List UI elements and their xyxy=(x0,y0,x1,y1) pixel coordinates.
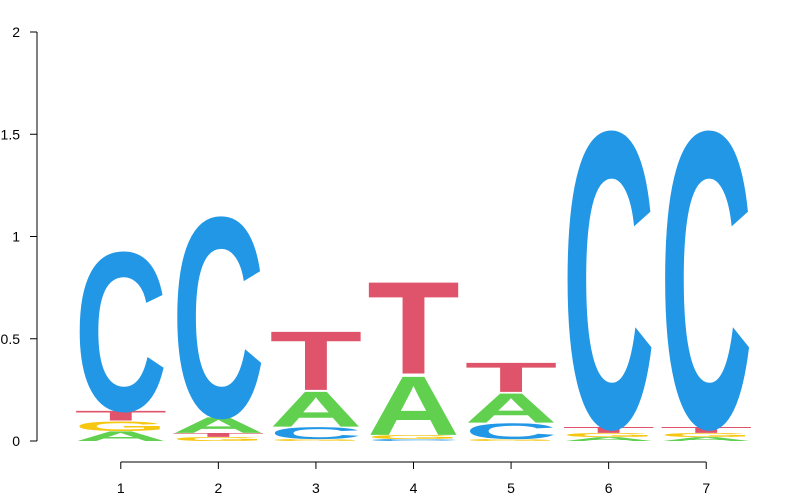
logo-letter-a: A xyxy=(660,436,753,442)
logo-letter-a: A xyxy=(270,381,363,438)
y-tick-label: 1.5 xyxy=(1,126,21,142)
logo-letter-c: C xyxy=(660,44,753,500)
x-tick-label: 1 xyxy=(117,480,125,496)
logo-letter-a: A xyxy=(465,385,558,432)
y-tick-label: 1 xyxy=(12,229,20,245)
logo-letter-t: T xyxy=(172,432,265,438)
y-tick-label: 0 xyxy=(12,433,20,449)
logo-letter-c: C xyxy=(74,206,167,460)
logo-letter-t: T xyxy=(270,314,363,408)
logo-letter-a: A xyxy=(74,428,167,444)
logo-letter-g: G xyxy=(270,438,363,441)
logo-letter-g: G xyxy=(562,432,655,438)
x-tick-label: 7 xyxy=(702,480,710,496)
logo-letter-a: A xyxy=(172,413,265,438)
y-tick-label: 0.5 xyxy=(1,331,21,347)
logo-letter-g: G xyxy=(367,434,460,440)
logo-letter-g: G xyxy=(465,438,558,441)
logo-letter-t: T xyxy=(74,408,167,424)
logo-letter-c: C xyxy=(465,419,558,444)
x-tick-label: 2 xyxy=(214,480,222,496)
logo-letter-t: T xyxy=(562,425,655,434)
logo-letter-c: C xyxy=(270,424,363,443)
x-axis: 1 2 3 4 5 6 7 xyxy=(117,461,710,496)
logo-letter-t: T xyxy=(465,354,558,401)
logo-letter-a: A xyxy=(562,436,655,442)
logo-letter-c: C xyxy=(172,158,265,478)
logo-letter-a: A xyxy=(367,360,460,454)
y-tick-label: 2 xyxy=(12,24,20,40)
x-tick-label: 4 xyxy=(410,480,418,496)
logo-letter-t: T xyxy=(660,425,753,434)
x-tick-label: 5 xyxy=(507,480,515,496)
logo-letter-c: C xyxy=(562,44,655,500)
logo-letter-g: G xyxy=(172,436,265,442)
logo-letter-c: C xyxy=(367,438,460,441)
logo-letter-g: G xyxy=(74,418,167,434)
logo-letter-g: G xyxy=(660,432,753,438)
x-tick-label: 6 xyxy=(605,480,613,496)
y-axis: 0 0.5 1 1.5 2 xyxy=(1,24,38,449)
x-tick-label: 3 xyxy=(312,480,320,496)
logo-letter-t: T xyxy=(367,255,460,403)
